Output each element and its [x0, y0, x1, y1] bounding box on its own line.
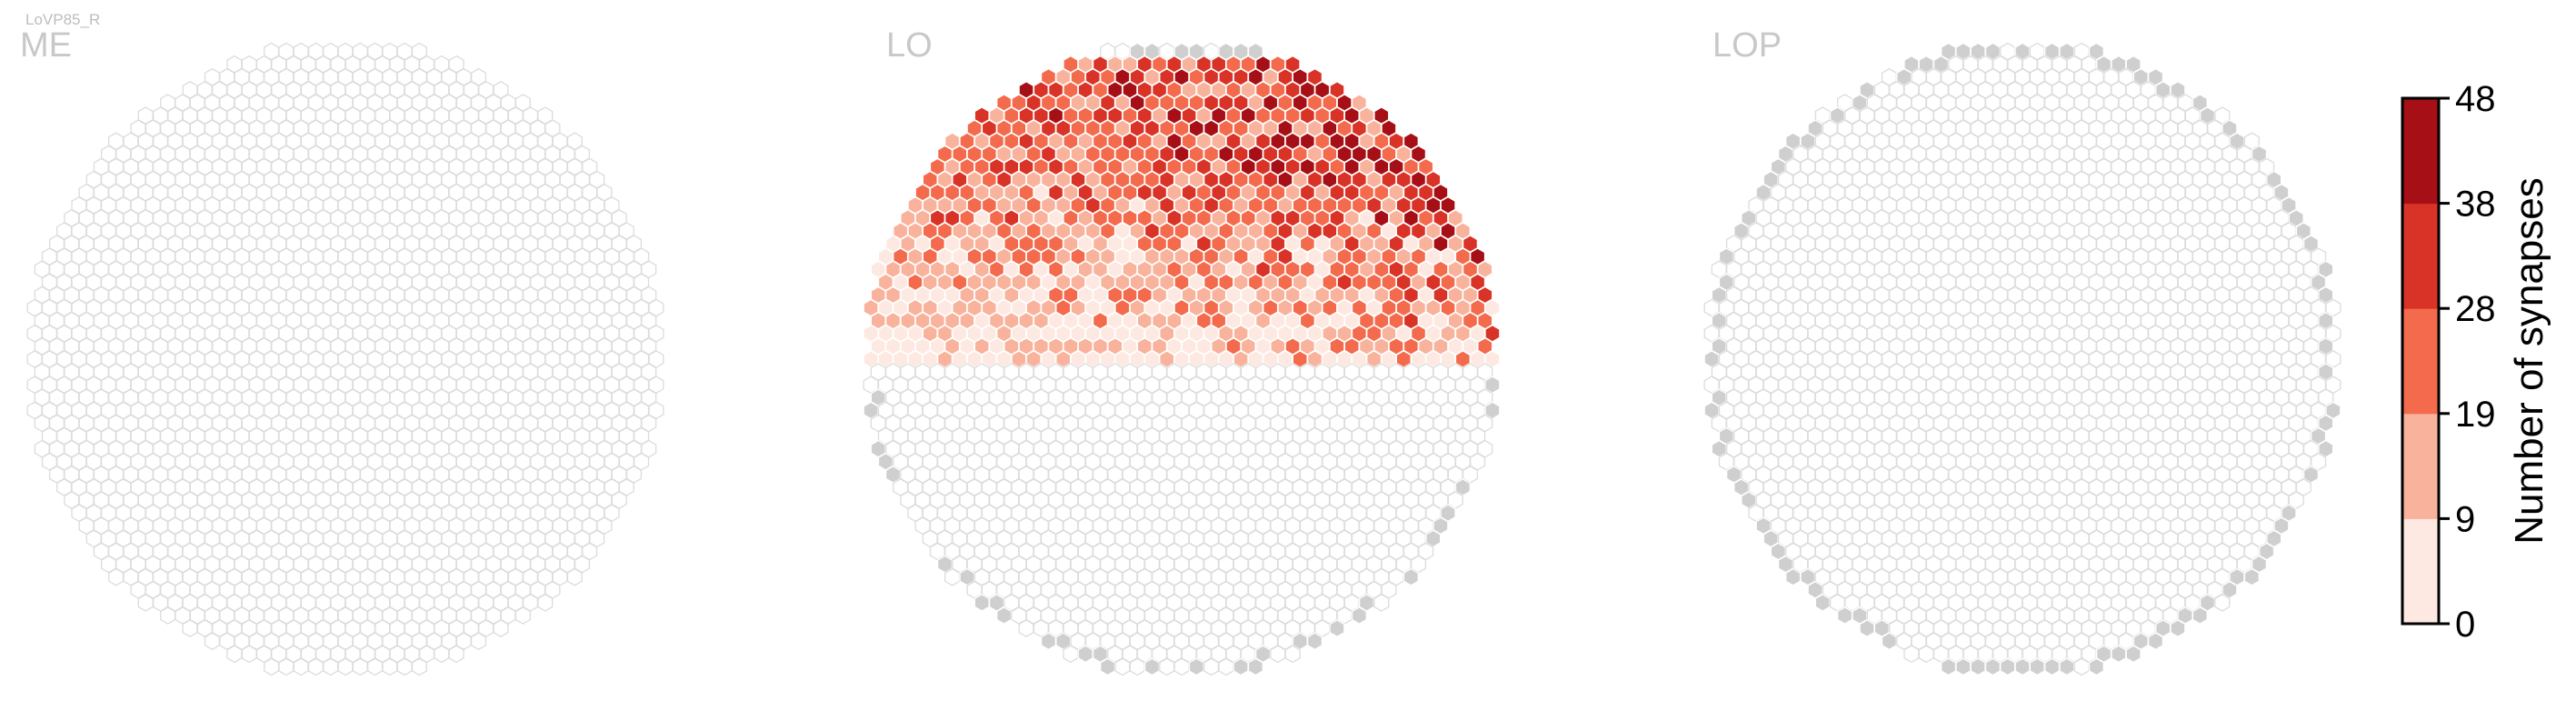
hex-cell-lo	[1040, 632, 1057, 651]
hex-cell-lo	[1247, 657, 1263, 676]
hex-cell-me	[411, 657, 427, 676]
hex-cell-lop	[2214, 594, 2231, 612]
hex-cell-me	[493, 619, 509, 637]
hex-cell-me	[434, 645, 450, 664]
hex-cell-lop	[1859, 619, 1875, 637]
hex-cell-me	[278, 657, 295, 676]
hex-cell-me	[241, 645, 257, 664]
hex-cell-lop	[2125, 645, 2142, 664]
panel-title-lop: LOP	[1712, 26, 1782, 65]
hex-cell-lop	[1941, 657, 1957, 676]
hex-cell-me	[108, 567, 125, 586]
hex-cell-me	[367, 657, 384, 676]
hex-cell-me	[137, 594, 154, 612]
hex-cell-lo	[1270, 645, 1286, 664]
hex-cell-lop	[2243, 567, 2260, 586]
panel-lop: LOP	[1703, 26, 2341, 676]
hex-cell-lop	[2192, 606, 2208, 625]
hex-cell-lop	[2029, 657, 2045, 676]
hex-cell-lop	[2088, 657, 2104, 676]
hex-cell-lo	[1143, 657, 1160, 676]
panel-me: ME	[20, 26, 664, 676]
hex-cell-lo	[1233, 657, 1249, 676]
hex-cell-lop	[2059, 657, 2075, 676]
hex-cell-me	[293, 657, 309, 676]
hex-cell-lo	[1173, 657, 1190, 676]
hex-cell-me	[514, 606, 531, 625]
hex-cell-lo	[1129, 657, 1145, 676]
hex-cell-lo	[1373, 594, 1390, 612]
hex-cell-lo	[1306, 632, 1323, 651]
hex-cell-me	[226, 645, 243, 664]
hex-cell-lop	[1814, 594, 1831, 612]
panel-title-lo: LO	[886, 26, 933, 65]
hex-cell-lo	[1329, 619, 1345, 637]
hex-cell-lo	[1114, 657, 1131, 676]
hex-cell-lop	[1918, 645, 1934, 664]
hex-cell-me	[337, 657, 354, 676]
hex-grid-lop	[1703, 42, 2341, 676]
hex-cell-me	[396, 657, 413, 676]
hex-cell-lo	[1203, 657, 1220, 676]
hex-cell-lop	[2014, 657, 2031, 676]
hex-grid-lo	[863, 42, 1501, 676]
hex-cell-me	[307, 657, 324, 676]
hex-cell-lo	[1403, 567, 1419, 586]
hex-cell-lop	[1970, 657, 1986, 676]
hex-cell-lo	[1100, 657, 1116, 676]
hex-cell-lo	[1159, 657, 1175, 676]
figure-small-title: LoVP85_R	[25, 11, 100, 28]
hex-grid-me	[26, 42, 664, 676]
hex-cell-lop	[1837, 606, 1853, 625]
hex-cell-lop	[1785, 567, 1802, 586]
panel-lo: LO	[863, 26, 1501, 676]
hex-cell-me	[537, 594, 554, 612]
hex-cell-me	[470, 632, 487, 651]
hex-cell-me	[352, 657, 368, 676]
hex-cell-me	[204, 632, 221, 651]
hex-cell-lop	[2073, 657, 2090, 676]
hex-cell-me	[182, 619, 198, 637]
hex-cell-lo	[1284, 645, 1301, 664]
hex-cell-lop	[1881, 632, 1898, 651]
hex-cell-lop	[1903, 645, 1920, 664]
hex-cell-lo	[1018, 619, 1034, 637]
hex-cell-lop	[1955, 657, 1972, 676]
hex-cell-me	[323, 657, 339, 676]
hex-cell-me	[264, 657, 280, 676]
hex-cell-lo	[996, 606, 1013, 625]
hex-cell-me	[382, 657, 398, 676]
hex-cell-lo	[1063, 645, 1079, 664]
hex-cell-lo	[1188, 657, 1204, 676]
hex-cell-me	[566, 567, 583, 586]
hex-cell-lo	[1351, 606, 1367, 625]
hex-cell-lop	[2170, 619, 2186, 637]
hex-cell-lo	[1218, 657, 1234, 676]
hex-cell-lo	[1077, 645, 1093, 664]
panel-title-me: ME	[20, 26, 72, 65]
hex-cell-lop	[2147, 632, 2164, 651]
hex-cell-lo	[944, 567, 961, 586]
hex-cell-lo	[973, 594, 990, 612]
hex-cell-lop	[1984, 657, 2001, 676]
hex-cell-me	[160, 606, 176, 625]
hex-cell-me	[448, 645, 464, 664]
hex-cell-lop	[2044, 657, 2061, 676]
hex-cell-lop	[2000, 657, 2016, 676]
hex-cell-lop	[2111, 645, 2127, 664]
